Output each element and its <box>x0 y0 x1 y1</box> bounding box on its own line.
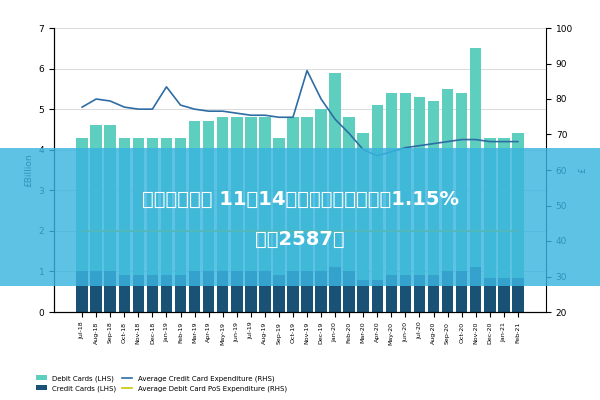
Bar <box>91 272 102 312</box>
Bar <box>414 97 425 276</box>
Bar <box>484 278 496 312</box>
Bar <box>91 125 102 272</box>
Bar <box>470 267 481 312</box>
Legend: Debit Cards (LHS), Credit Cards (LHS), Average Credit Card Expenditure (RHS), Av: Debit Cards (LHS), Credit Cards (LHS), A… <box>34 372 290 394</box>
Bar <box>414 276 425 312</box>
Bar <box>343 272 355 312</box>
Bar <box>245 272 257 312</box>
Bar <box>203 121 214 272</box>
Bar <box>358 134 369 280</box>
Bar <box>470 48 481 267</box>
Bar <box>512 278 524 312</box>
Bar <box>442 272 454 312</box>
Y-axis label: £: £ <box>578 167 587 173</box>
Bar <box>512 134 524 278</box>
Bar <box>231 117 242 272</box>
Bar <box>189 272 200 312</box>
Bar <box>456 93 467 272</box>
Bar <box>287 272 299 312</box>
Bar <box>245 117 257 272</box>
Bar <box>146 276 158 312</box>
Bar <box>76 138 88 272</box>
Bar <box>498 278 509 312</box>
Bar <box>456 272 467 312</box>
Bar <box>104 125 116 272</box>
Bar <box>400 93 411 276</box>
Bar <box>428 276 439 312</box>
Bar <box>329 73 341 267</box>
Bar <box>371 280 383 312</box>
Text: 办理股票配资 11月14日烧简期货收盘下跌1.15%: 办理股票配资 11月14日烧简期货收盘下跌1.15% <box>142 190 458 208</box>
Bar <box>76 272 88 312</box>
Bar <box>133 276 144 312</box>
Bar <box>259 272 271 312</box>
Bar <box>484 138 496 278</box>
Bar <box>119 276 130 312</box>
Bar <box>316 272 327 312</box>
Bar <box>217 272 229 312</box>
Bar <box>386 276 397 312</box>
Bar <box>104 272 116 312</box>
Bar <box>343 117 355 272</box>
Bar <box>217 117 229 272</box>
Bar <box>287 117 299 272</box>
Bar <box>175 138 186 276</box>
Bar <box>400 276 411 312</box>
Bar <box>0 148 600 286</box>
Bar <box>133 138 144 276</box>
Bar <box>146 138 158 276</box>
Y-axis label: £Billion: £Billion <box>24 153 33 187</box>
Bar <box>273 138 284 276</box>
Bar <box>428 101 439 276</box>
Bar <box>371 105 383 280</box>
Bar <box>358 280 369 312</box>
Bar <box>301 272 313 312</box>
Bar <box>273 276 284 312</box>
Bar <box>301 117 313 272</box>
Bar <box>161 276 172 312</box>
Bar <box>316 109 327 272</box>
Bar <box>203 272 214 312</box>
Bar <box>442 89 454 272</box>
Bar <box>386 93 397 276</box>
Bar <box>329 267 341 312</box>
Bar <box>161 138 172 276</box>
Bar <box>259 117 271 272</box>
Bar <box>175 276 186 312</box>
Bar <box>231 272 242 312</box>
Text: ，报2587元: ，报2587元 <box>255 230 345 248</box>
Bar <box>498 138 509 278</box>
Bar <box>189 121 200 272</box>
Bar <box>119 138 130 276</box>
